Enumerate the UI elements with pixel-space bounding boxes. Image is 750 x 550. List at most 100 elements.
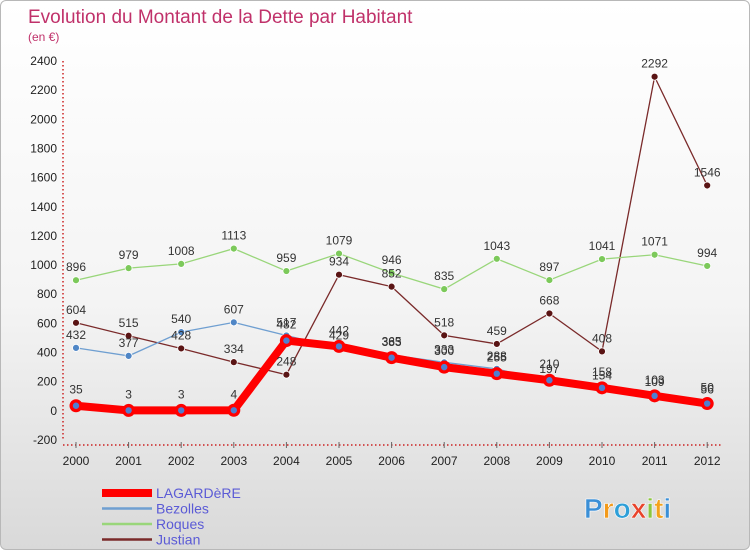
- data-point-center: [651, 392, 658, 400]
- data-label: 959: [276, 251, 296, 265]
- series-roques: [72, 244, 712, 294]
- data-point: [72, 276, 80, 285]
- data-label: 197: [539, 362, 559, 376]
- data-label: 896: [66, 260, 86, 274]
- data-labels: 6045154283342489348525184596684082292154…: [66, 57, 721, 402]
- data-label: 540: [171, 312, 191, 326]
- data-point: [387, 282, 396, 291]
- data-label: 428: [171, 328, 191, 342]
- y-tick-label: 0: [50, 404, 57, 418]
- data-point: [545, 309, 554, 318]
- x-tick-label: 2006: [378, 454, 405, 468]
- x-tick-label: 2004: [273, 454, 300, 468]
- y-tick-label: 2000: [30, 112, 57, 126]
- data-point-center: [125, 407, 132, 414]
- x-tick-label: 2005: [326, 454, 353, 468]
- data-point: [177, 328, 186, 337]
- data-label: 109: [645, 375, 665, 389]
- legend-label: Justian: [156, 532, 200, 548]
- data-label: 210: [539, 357, 559, 371]
- data-label: 35: [69, 383, 83, 397]
- data-label: 334: [224, 342, 244, 356]
- data-point: [492, 340, 501, 348]
- data-point: [598, 347, 606, 356]
- data-label: 852: [382, 267, 402, 281]
- data-label: 50: [701, 381, 715, 395]
- data-label: 515: [119, 316, 139, 330]
- data-label: 994: [697, 246, 717, 260]
- data-point: [440, 285, 449, 294]
- data-point-center: [230, 407, 237, 414]
- data-point-center: [72, 402, 80, 409]
- data-label: 607: [224, 302, 244, 316]
- data-point: [492, 254, 501, 263]
- data-label: 288: [487, 349, 507, 363]
- data-label: 103: [645, 373, 665, 387]
- data-label: 1041: [589, 239, 616, 253]
- x-tick-label: 2009: [536, 454, 563, 468]
- proxiti-logo: Proxiti: [584, 493, 671, 524]
- data-label: 377: [119, 336, 139, 350]
- data-point: [229, 358, 238, 367]
- data-label: 1079: [326, 234, 353, 248]
- data-label: 3: [178, 387, 185, 401]
- data-point-center: [441, 363, 448, 371]
- data-label: 897: [539, 260, 559, 274]
- data-point: [124, 331, 133, 340]
- x-tick-label: 2011: [642, 454, 668, 468]
- y-tick-label: 800: [37, 287, 57, 301]
- data-point: [650, 250, 659, 259]
- y-tick-label: 200: [37, 375, 57, 389]
- data-point-center: [283, 337, 290, 344]
- data-point-center: [335, 343, 343, 350]
- y-tick-label: 2200: [30, 83, 57, 97]
- y-tick-label: 600: [37, 316, 57, 330]
- data-point: [282, 370, 291, 379]
- y-tick-label: -200: [33, 433, 57, 447]
- data-point: [124, 264, 133, 273]
- data-label: 365: [382, 335, 402, 349]
- data-point: [177, 344, 186, 353]
- data-point: [703, 181, 712, 190]
- data-label: 1043: [483, 239, 510, 253]
- logo-letter: P: [584, 493, 603, 524]
- series-lagardère: [69, 334, 714, 417]
- logo-letter: o: [614, 493, 631, 524]
- data-label: 300: [434, 344, 454, 358]
- data-label: 1113: [221, 229, 246, 243]
- x-tick-label: 2007: [431, 454, 458, 468]
- data-point: [335, 249, 343, 258]
- data-point-center: [704, 400, 711, 407]
- y-tick-label: 1800: [30, 141, 57, 155]
- data-point: [229, 318, 238, 327]
- logo-letter: x: [631, 493, 647, 524]
- data-point: [387, 269, 396, 277]
- data-label: 668: [539, 293, 559, 307]
- data-label: 442: [329, 323, 349, 337]
- data-point: [177, 260, 186, 268]
- data-point-center: [493, 370, 500, 377]
- data-label: 604: [66, 303, 86, 317]
- chart-title: Evolution du Montant de la Dette par Hab…: [28, 7, 413, 28]
- data-label: 835: [434, 269, 454, 283]
- x-tick-label: 2008: [483, 454, 510, 468]
- data-label: 2292: [641, 57, 668, 71]
- x-tick-label: 2012: [694, 454, 721, 468]
- data-point: [282, 267, 291, 275]
- data-point-center: [546, 377, 553, 384]
- y-tick-label: 2400: [30, 54, 57, 68]
- data-label: 459: [487, 324, 507, 338]
- data-point: [650, 72, 659, 81]
- series-lines: [69, 72, 714, 417]
- data-label: 383: [382, 335, 402, 349]
- data-label: 1071: [641, 235, 668, 249]
- x-tick-label: 2010: [589, 454, 616, 468]
- data-label: 946: [382, 253, 402, 267]
- chart-subtitle: (en €): [28, 30, 59, 44]
- data-label: 333: [434, 342, 454, 356]
- data-label: 517: [276, 315, 296, 329]
- data-point-center: [178, 407, 185, 414]
- data-label: 255: [487, 351, 507, 365]
